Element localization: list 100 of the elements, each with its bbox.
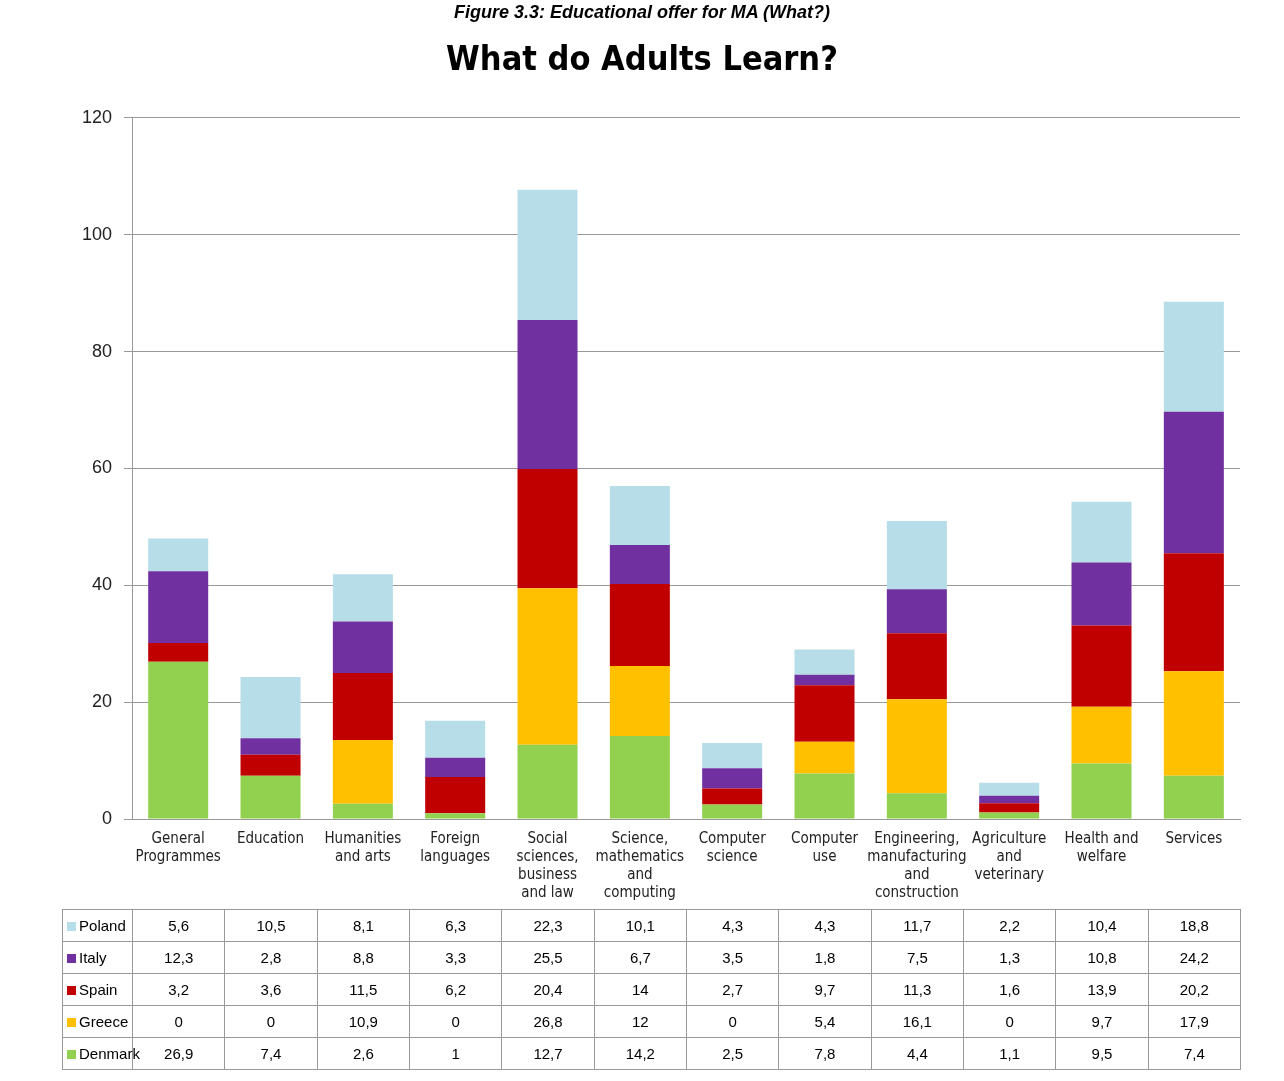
- bar: [517, 319, 578, 469]
- bar: [794, 741, 855, 774]
- bar: [1163, 553, 1224, 672]
- x-tick-label: Health and welfare: [1064, 828, 1139, 865]
- bar: [425, 776, 486, 814]
- bar: [702, 804, 763, 819]
- data-label: 6,3: [409, 909, 502, 942]
- data-label: 7,5: [871, 941, 964, 974]
- data-label: 3,2: [132, 973, 225, 1006]
- data-label: 6,7: [594, 941, 687, 974]
- bar: [979, 803, 1040, 813]
- data-label: 0: [686, 1005, 779, 1038]
- bar: [794, 649, 855, 675]
- bar: [979, 812, 1040, 819]
- data-label: 7,4: [224, 1037, 318, 1070]
- data-label: 2,6: [317, 1037, 410, 1070]
- x-tick-label: Education: [236, 828, 305, 847]
- bar: [332, 803, 393, 819]
- y-tick-label: 120: [81, 106, 113, 127]
- bar: [425, 813, 486, 819]
- legend-label: Poland: [62, 909, 133, 942]
- bar: [1071, 625, 1132, 707]
- bar: [425, 720, 486, 758]
- data-label: 0: [409, 1005, 502, 1038]
- bar: [148, 538, 209, 572]
- data-label: 12,7: [501, 1037, 595, 1070]
- bar: [979, 782, 1040, 796]
- data-label: 0: [224, 1005, 318, 1038]
- data-label: 13,9: [1055, 973, 1149, 1006]
- data-label: 25,5: [501, 941, 595, 974]
- data-label: 9,5: [1055, 1037, 1149, 1070]
- bar: [886, 520, 947, 590]
- chart-title: What do Adults Learn?: [445, 38, 839, 78]
- data-label: 1: [409, 1037, 502, 1070]
- x-tick-label: Science, mathematics and computing: [595, 828, 685, 901]
- bar: [702, 788, 763, 805]
- bar: [886, 589, 947, 634]
- bar: [517, 189, 578, 320]
- data-label: 0: [132, 1005, 225, 1038]
- data-label: 4,3: [686, 909, 779, 942]
- bar: [240, 775, 301, 819]
- y-tick-label: 100: [81, 223, 113, 244]
- data-label: 1,6: [963, 973, 1056, 1006]
- bar: [148, 643, 209, 662]
- data-label: 11,3: [871, 973, 964, 1006]
- data-label: 7,8: [778, 1037, 872, 1070]
- bar: [332, 672, 393, 741]
- y-tick-label: 0: [102, 807, 113, 828]
- caption: Figure 3.3: Educational offer for MA (What?): [453, 2, 831, 23]
- bar: [425, 757, 486, 777]
- bar: [1071, 706, 1132, 764]
- data-label: 8,8: [317, 941, 410, 974]
- data-label: 2,5: [686, 1037, 779, 1070]
- bar: [1163, 411, 1224, 554]
- x-tick-label: Computer use: [790, 828, 859, 865]
- data-label: 11,7: [871, 909, 964, 942]
- legend-label: Spain: [62, 973, 133, 1006]
- bar: [517, 744, 578, 819]
- x-tick-label: Engineering, manufacturing and construction: [867, 828, 967, 901]
- data-label: 12: [594, 1005, 687, 1038]
- data-label: 20,4: [501, 973, 595, 1006]
- data-label: 12,3: [132, 941, 225, 974]
- bar: [1163, 775, 1224, 819]
- data-label: 1,3: [963, 941, 1056, 974]
- data-label: 24,2: [1148, 941, 1241, 974]
- bar: [609, 544, 670, 585]
- legend-label: Italy: [62, 941, 133, 974]
- data-label: 17,9: [1148, 1005, 1241, 1038]
- data-label: 3,6: [224, 973, 318, 1006]
- data-label: 22,3: [501, 909, 595, 942]
- data-label: 2,2: [963, 909, 1056, 942]
- bar: [517, 468, 578, 589]
- x-tick-label: Social sciences, business and law: [516, 828, 579, 901]
- data-label: 9,7: [1055, 1005, 1149, 1038]
- bar: [148, 661, 209, 819]
- data-label: 2,7: [686, 973, 779, 1006]
- bar: [148, 571, 209, 644]
- bar: [332, 740, 393, 804]
- bar: [886, 633, 947, 700]
- x-tick-label: Humanities and arts: [324, 828, 402, 865]
- bar: [609, 584, 670, 666]
- data-label: 6,2: [409, 973, 502, 1006]
- data-label: 4,4: [871, 1037, 964, 1070]
- bar: [1071, 562, 1132, 626]
- data-label: 20,2: [1148, 973, 1241, 1006]
- data-label: 3,5: [686, 941, 779, 974]
- bar: [886, 793, 947, 819]
- x-tick-label: Computer science: [698, 828, 767, 865]
- data-label: 26,8: [501, 1005, 595, 1038]
- bar: [794, 773, 855, 819]
- legend-label: Denmark: [78, 1044, 140, 1064]
- x-tick-label: Foreign languages: [420, 828, 491, 865]
- bar: [1071, 763, 1132, 819]
- bar: [240, 754, 301, 776]
- bar: [979, 795, 1040, 804]
- data-label: 5,6: [132, 909, 225, 942]
- y-tick-label: 40: [92, 574, 113, 595]
- data-label: 10,5: [224, 909, 318, 942]
- bar: [609, 736, 670, 819]
- bar: [332, 621, 393, 673]
